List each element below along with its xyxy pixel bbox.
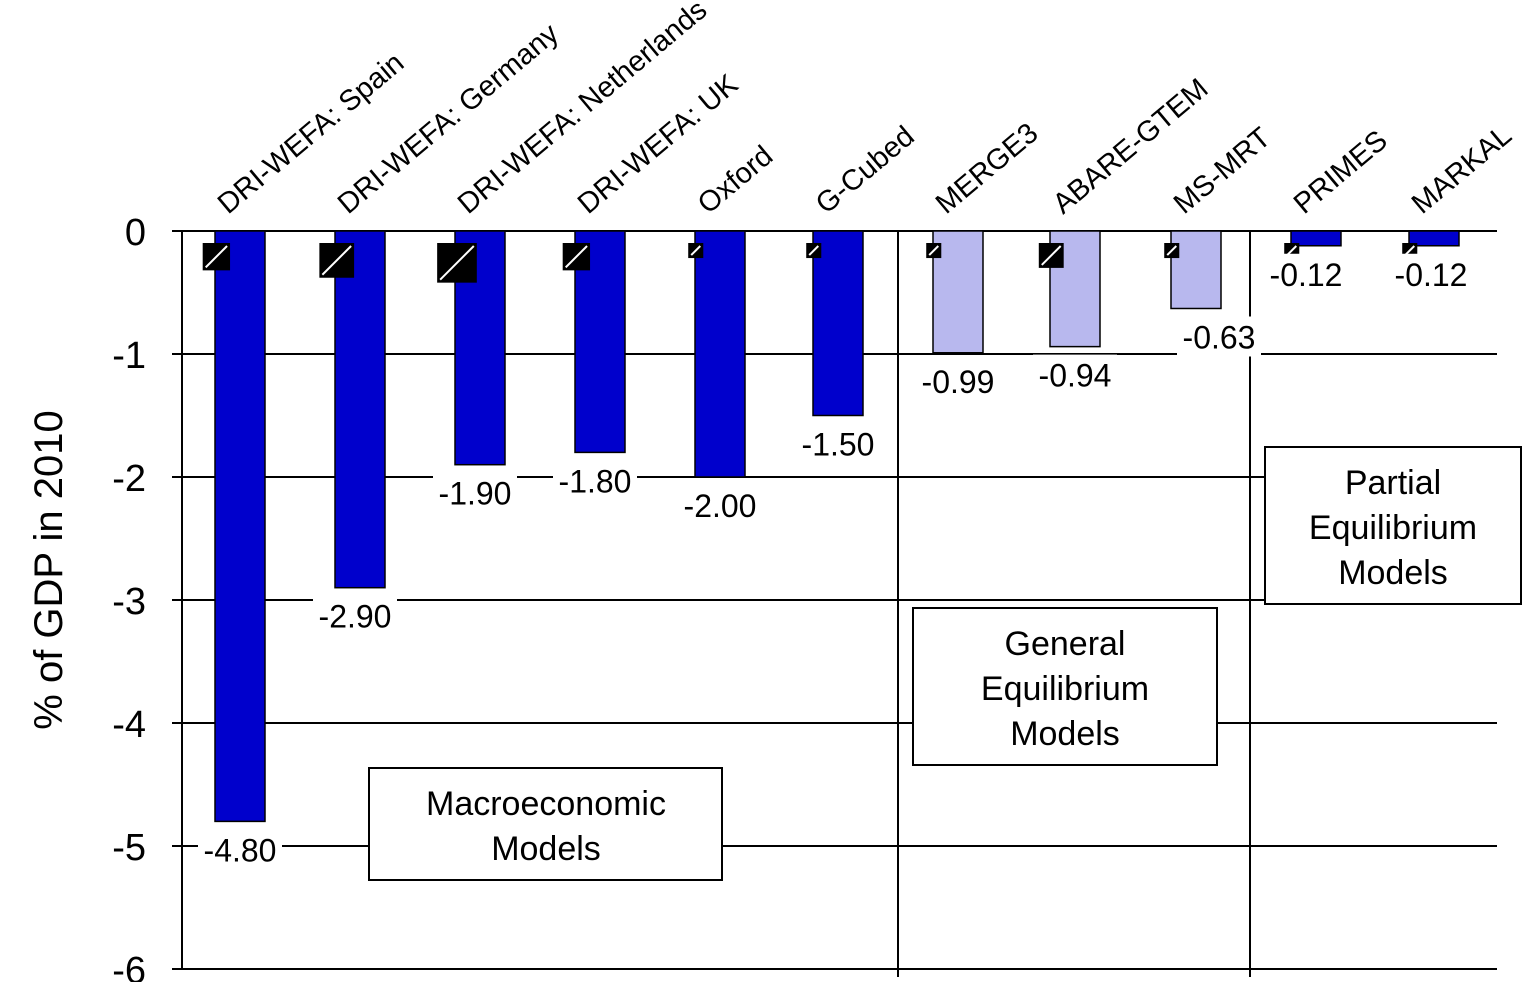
bar: [1290, 230, 1342, 247]
value-label-bg: [1389, 253, 1473, 294]
value-label: -2.00: [684, 488, 757, 524]
group-label-line: Equilibrium: [1309, 509, 1477, 547]
range-marker: [1164, 243, 1180, 259]
y-tick-label: -2: [112, 458, 146, 500]
group-label-line: Models: [491, 830, 601, 868]
value-label: -0.94: [1039, 358, 1112, 394]
range-marker: [562, 243, 591, 271]
bar: [694, 230, 746, 478]
value-label: -4.80: [204, 832, 277, 868]
group-box-pe: Partial Equilibrium Models: [1264, 446, 1522, 605]
y-tick-label: -5: [112, 827, 146, 869]
value-label-bg: [678, 485, 762, 525]
group-label-line: General: [1005, 625, 1126, 663]
range-marker: [437, 243, 477, 283]
value-labels: -4.80 -2.90 -1.90 -1.80 -2.00 -1.50 -0.99 -0.94…: [198, 253, 1473, 870]
group-box-macro: Macroeconomic Models: [368, 767, 723, 881]
category-label: G-Cubed: [810, 120, 921, 220]
group-box-ge: General Equilibrium Models: [912, 607, 1218, 766]
y-tick-label: -3: [112, 581, 146, 623]
group-label-line: Models: [1338, 554, 1448, 592]
category-label: MERGE3: [930, 117, 1044, 220]
bars: [214, 230, 1460, 823]
y-tick-label: -1: [112, 335, 146, 377]
category-label: MARKAL: [1406, 119, 1518, 220]
y-tick-label: -4: [112, 704, 146, 746]
category-label: DRI-WEFA: Germany: [332, 17, 565, 220]
group-boxes: Macroeconomic Models General Equilibrium Mod…: [368, 446, 1522, 881]
value-label: -0.63: [1183, 319, 1256, 355]
group-label-line: Models: [1010, 715, 1120, 753]
range-markers: [202, 243, 1418, 283]
value-label-bg: [313, 595, 397, 636]
value-label-bg: [1177, 316, 1261, 357]
category-label: PRIMES: [1288, 124, 1394, 220]
bar: [932, 230, 984, 354]
y-tick-label: 0: [125, 212, 146, 254]
group-label-line: Equilibrium: [981, 670, 1149, 708]
bar: [334, 230, 386, 589]
value-label-bg: [198, 829, 282, 870]
value-label: -0.99: [922, 364, 995, 400]
range-marker: [1038, 243, 1064, 268]
group-label-line: Macroeconomic: [426, 785, 666, 823]
y-axis-label: % of GDP in 2010: [27, 410, 71, 729]
range-marker: [926, 243, 942, 259]
value-label-bg: [553, 460, 637, 501]
bar: [812, 230, 864, 417]
value-label: -0.12: [1270, 257, 1343, 293]
value-label-bg: [1033, 354, 1117, 395]
value-label-bg: [916, 360, 1000, 401]
range-marker: [806, 243, 822, 259]
bar: [1170, 230, 1222, 310]
bar: [1408, 230, 1460, 247]
value-label: -2.90: [319, 599, 392, 635]
value-label-bg: [796, 423, 880, 464]
value-label: -1.50: [802, 427, 875, 463]
range-marker: [688, 243, 704, 259]
category-label: MS-MRT: [1168, 121, 1277, 220]
y-tick-label: -6: [112, 950, 146, 982]
category-label: Oxford: [692, 140, 779, 220]
y-tick-labels: 0 -1 -2 -3 -4 -5 -6: [112, 212, 146, 982]
value-label: -1.80: [559, 463, 632, 499]
value-label: -0.12: [1395, 257, 1468, 293]
value-label: -1.90: [439, 476, 512, 512]
value-label-bg: [1264, 253, 1348, 294]
range-marker: [319, 243, 355, 278]
group-label-line: Partial: [1345, 464, 1441, 502]
value-label-bg: [433, 472, 517, 513]
bar: [214, 230, 266, 823]
range-marker: [202, 243, 231, 271]
